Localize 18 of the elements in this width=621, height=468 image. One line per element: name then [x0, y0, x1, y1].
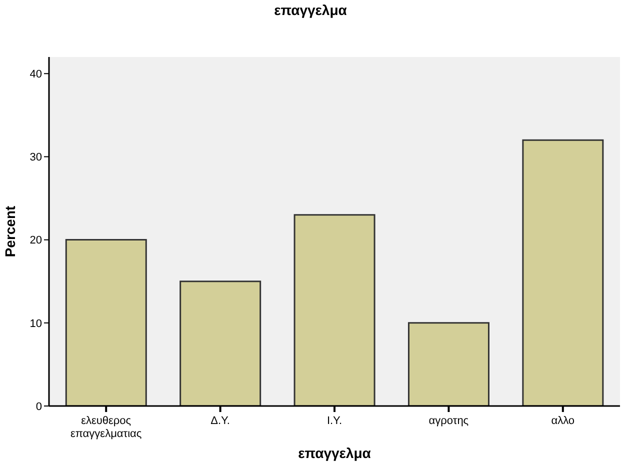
- chart-title: επαγγελμα: [273, 2, 348, 18]
- y-tick-label: 40: [30, 68, 42, 81]
- bar: [522, 139, 604, 406]
- bar: [294, 214, 376, 406]
- x-axis-title: επαγγελμα: [298, 445, 372, 461]
- y-tick-label: 10: [30, 318, 42, 330]
- y-tick-label: 0: [36, 400, 42, 413]
- bar: [65, 239, 147, 406]
- x-tick-label: αγροτης: [428, 415, 469, 427]
- bar: [180, 280, 262, 406]
- x-tick-label: Ι.Υ.: [326, 415, 342, 427]
- bar: [408, 322, 490, 406]
- y-tick-label: 20: [30, 234, 42, 247]
- x-tick-label: ελευθερος επαγγελματιας: [70, 415, 142, 440]
- x-tick-label: Δ.Υ.: [210, 415, 230, 427]
- x-tick-label: αλλο: [551, 415, 575, 427]
- y-axis-title: Percent: [2, 205, 18, 258]
- y-tick-label: 30: [30, 152, 42, 164]
